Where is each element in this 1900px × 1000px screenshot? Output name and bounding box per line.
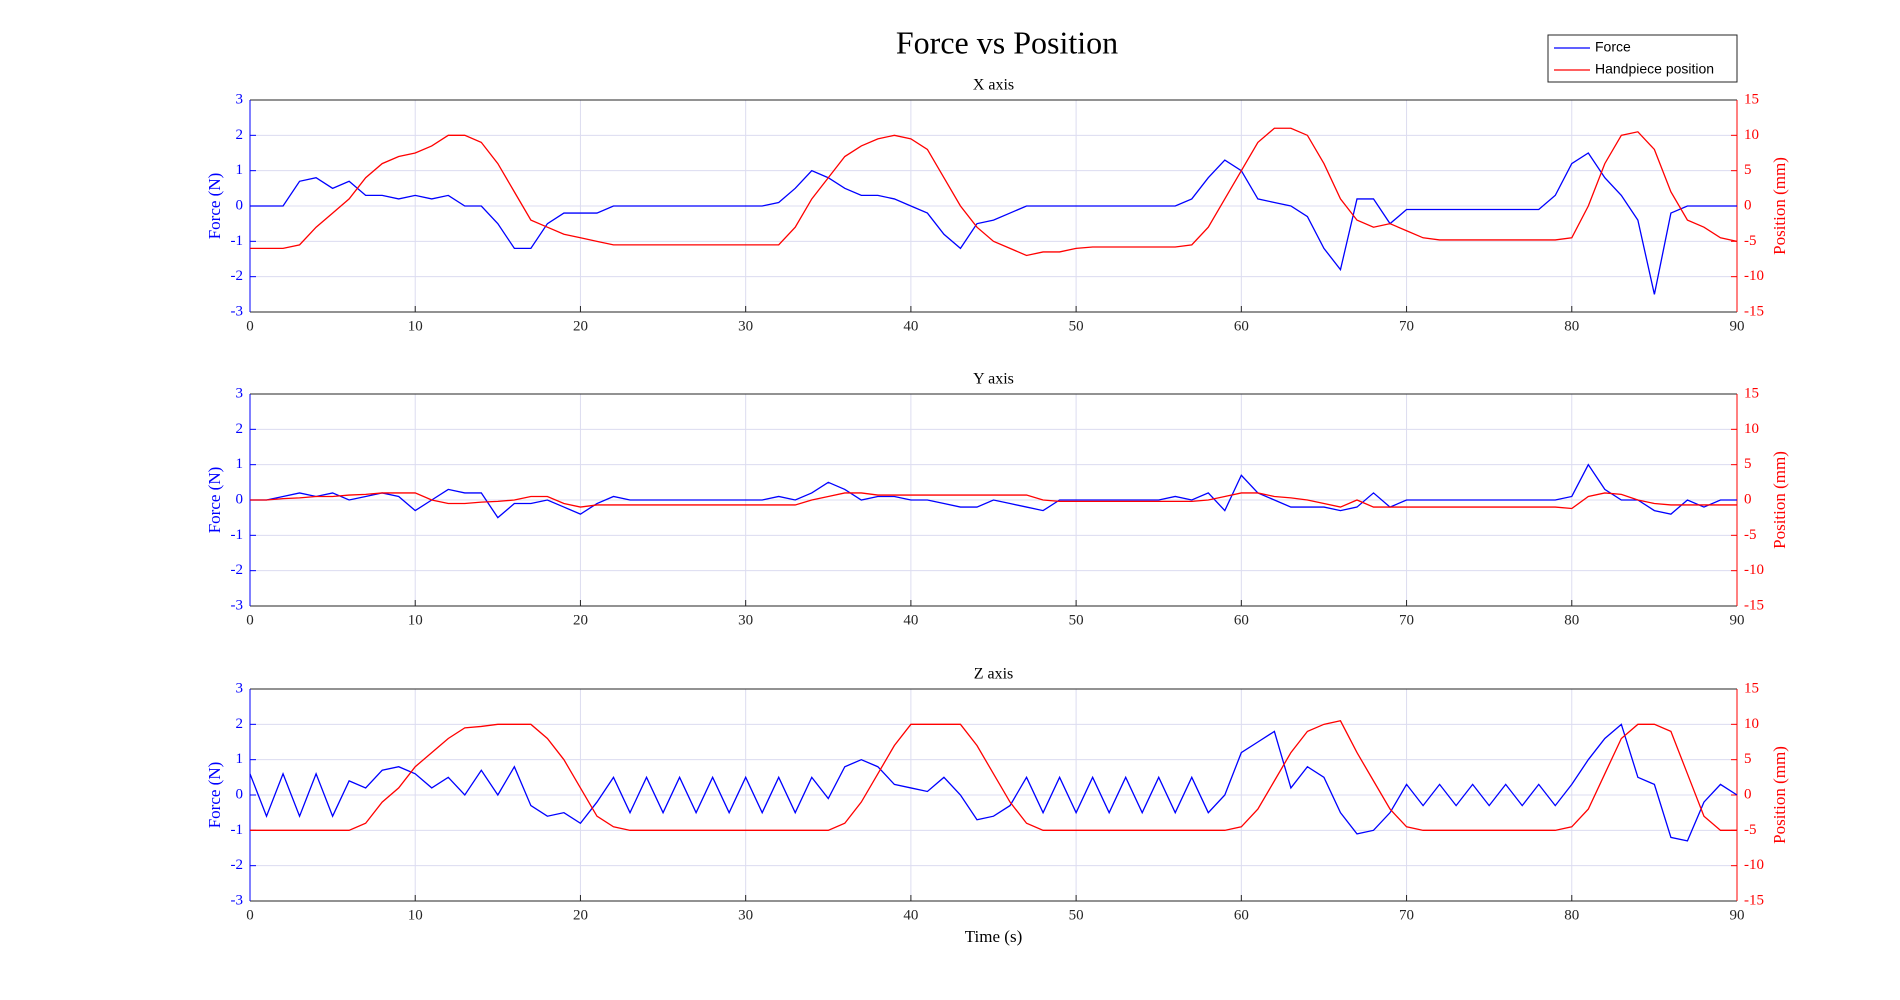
y-tick-label: -1: [231, 822, 244, 838]
x-tick-label: 50: [1069, 612, 1084, 628]
x-tick-label: 80: [1564, 612, 1579, 628]
series-line: [250, 492, 1737, 510]
y2-tick-label: 15: [1744, 91, 1759, 107]
x-tick-label: 40: [903, 318, 918, 334]
x-tick-label: 20: [573, 612, 588, 628]
y-tick-label: 3: [236, 680, 244, 696]
y2-tick-label: -10: [1744, 562, 1764, 578]
y2-tick-label: -15: [1744, 303, 1764, 319]
x-tick-label: 0: [246, 612, 254, 628]
x-tick-label: 0: [246, 907, 254, 923]
x-tick-label: 30: [738, 318, 753, 334]
x-tick-label: 0: [246, 318, 254, 334]
x-tick-label: 60: [1234, 907, 1249, 923]
y2-tick-label: 5: [1744, 456, 1752, 472]
y-tick-label: 1: [236, 162, 244, 178]
y-tick-label: -2: [231, 857, 244, 873]
y2-axis-label: Position (mm): [1770, 746, 1789, 844]
y2-tick-label: 0: [1744, 197, 1752, 213]
series-line: [250, 152, 1737, 295]
series-line: [250, 463, 1737, 519]
x-tick-label: 30: [738, 612, 753, 628]
y2-tick-label: -5: [1744, 527, 1757, 543]
y2-axis-label: Position (mm): [1770, 451, 1789, 549]
y-tick-label: -1: [231, 527, 244, 543]
y2-tick-label: -5: [1744, 822, 1757, 838]
legend-label: Force: [1595, 39, 1631, 55]
series-line: [249, 723, 1738, 842]
subplot-title: X axis: [973, 77, 1014, 94]
y-tick-label: 0: [236, 786, 244, 802]
y2-tick-label: 10: [1744, 127, 1759, 143]
x-tick-label: 10: [408, 907, 423, 923]
y-tick-label: 3: [236, 385, 244, 401]
x-tick-label: 70: [1399, 612, 1414, 628]
y-axis-label: Force (N): [205, 173, 224, 240]
y-tick-label: 0: [236, 491, 244, 507]
series-line: [250, 720, 1737, 831]
y2-axis-label: Position (mm): [1770, 157, 1789, 255]
subplot-title: Y axis: [973, 371, 1014, 388]
x-tick-label: 10: [408, 612, 423, 628]
y-tick-label: 1: [236, 456, 244, 472]
y2-tick-label: 10: [1744, 421, 1759, 437]
series-line: [250, 127, 1738, 257]
legend-label: Handpiece position: [1595, 61, 1714, 77]
x-tick-label: 40: [903, 612, 918, 628]
x-tick-label: 70: [1399, 318, 1414, 334]
x-tick-label: 70: [1399, 907, 1414, 923]
y2-tick-label: -5: [1744, 233, 1757, 249]
x-tick-label: 50: [1069, 907, 1084, 923]
y-tick-label: 2: [236, 127, 244, 143]
x-tick-label: 60: [1234, 612, 1249, 628]
y2-tick-label: 5: [1744, 162, 1752, 178]
x-tick-label: 20: [573, 907, 588, 923]
x-axis-label: Time (s): [965, 927, 1022, 946]
y-tick-label: -2: [231, 268, 244, 284]
x-tick-label: 90: [1730, 612, 1745, 628]
x-tick-label: 60: [1234, 318, 1249, 334]
y-tick-label: -2: [231, 562, 244, 578]
legend-box: [1547, 34, 1738, 83]
x-tick-label: 90: [1730, 907, 1745, 923]
y2-tick-label: -15: [1744, 597, 1764, 613]
figure-title: Force vs Position: [896, 24, 1118, 60]
y2-tick-label: 5: [1744, 751, 1752, 767]
y-tick-label: -3: [231, 892, 244, 908]
y2-tick-label: 15: [1744, 680, 1759, 696]
x-tick-label: 50: [1069, 318, 1084, 334]
y-tick-label: -3: [231, 597, 244, 613]
y-tick-label: -1: [231, 233, 244, 249]
y2-tick-label: 10: [1744, 716, 1759, 732]
x-tick-label: 40: [903, 907, 918, 923]
y2-tick-label: 0: [1744, 786, 1752, 802]
y-axis-label: Force (N): [205, 467, 224, 534]
x-tick-label: 10: [408, 318, 423, 334]
x-tick-label: 80: [1564, 318, 1579, 334]
y-tick-label: -3: [231, 303, 244, 319]
y2-tick-label: -15: [1744, 892, 1764, 908]
y2-tick-label: -10: [1744, 268, 1764, 284]
x-tick-label: 80: [1564, 907, 1579, 923]
x-tick-label: 90: [1730, 318, 1745, 334]
y2-tick-label: -10: [1744, 857, 1764, 873]
y-tick-label: 0: [236, 197, 244, 213]
y2-tick-label: 0: [1744, 491, 1752, 507]
y-tick-label: 2: [236, 716, 244, 732]
x-tick-label: 30: [738, 907, 753, 923]
x-tick-label: 20: [573, 318, 588, 334]
y-tick-label: 1: [236, 751, 244, 767]
y2-tick-label: 15: [1744, 385, 1759, 401]
subplot-title: Z axis: [974, 666, 1014, 683]
y-tick-label: 3: [236, 91, 244, 107]
y-tick-label: 2: [236, 421, 244, 437]
y-axis-label: Force (N): [205, 762, 224, 829]
